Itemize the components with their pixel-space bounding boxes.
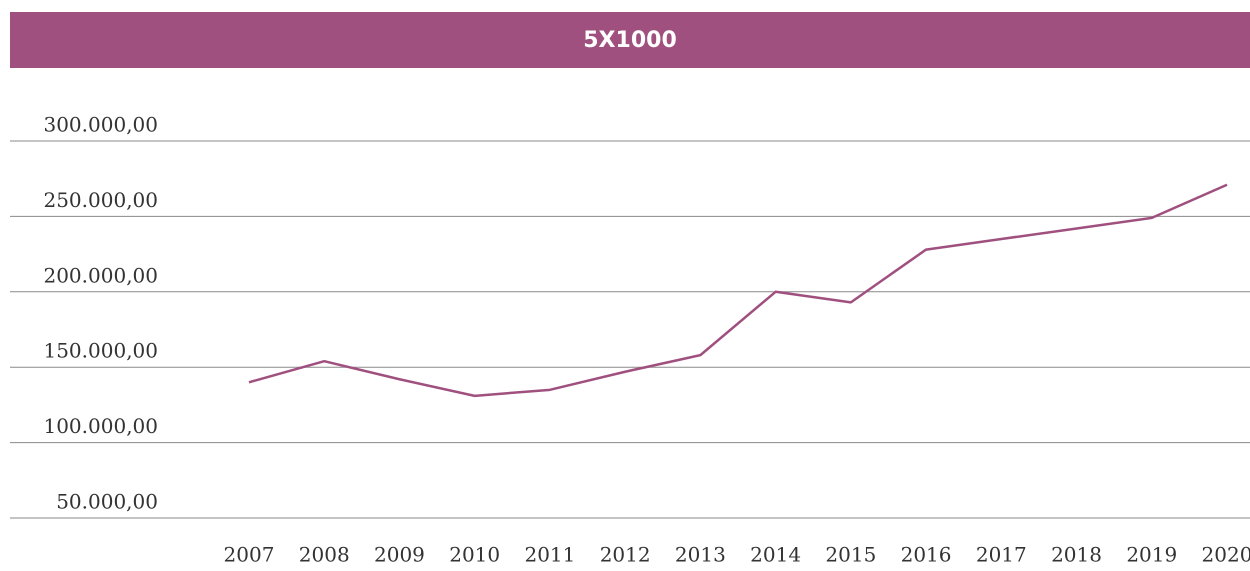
y-tick-label: 200.000,00: [43, 263, 158, 287]
y-tick-label: 100.000,00: [43, 414, 158, 438]
x-tick-label: 2010: [449, 543, 500, 567]
y-tick-label: 50.000,00: [56, 490, 158, 514]
x-tick-label: 2013: [675, 543, 726, 567]
x-tick-label: 2019: [1126, 543, 1177, 567]
x-tick-label: 2017: [976, 543, 1027, 567]
x-tick-label: 2016: [901, 543, 952, 567]
x-tick-label: 2020: [1202, 543, 1250, 567]
y-tick-label: 250.000,00: [43, 188, 158, 212]
x-tick-label: 2012: [600, 543, 651, 567]
x-tick-label: 2011: [524, 543, 575, 567]
chart-title: 5X1000: [583, 28, 677, 53]
y-tick-label: 300.000,00: [43, 113, 158, 137]
line: [248, 183, 1228, 398]
x-tick-label: 2015: [825, 543, 876, 567]
x-tick-label: 2009: [374, 543, 425, 567]
title-bar: [10, 12, 1250, 68]
x-tick-label: 2007: [224, 543, 275, 567]
x-tick-label: 2014: [750, 543, 801, 567]
x-tick-label: 2008: [299, 543, 350, 567]
x-tick-label: 2018: [1051, 543, 1102, 567]
y-tick-label: 150.000,00: [43, 339, 158, 363]
